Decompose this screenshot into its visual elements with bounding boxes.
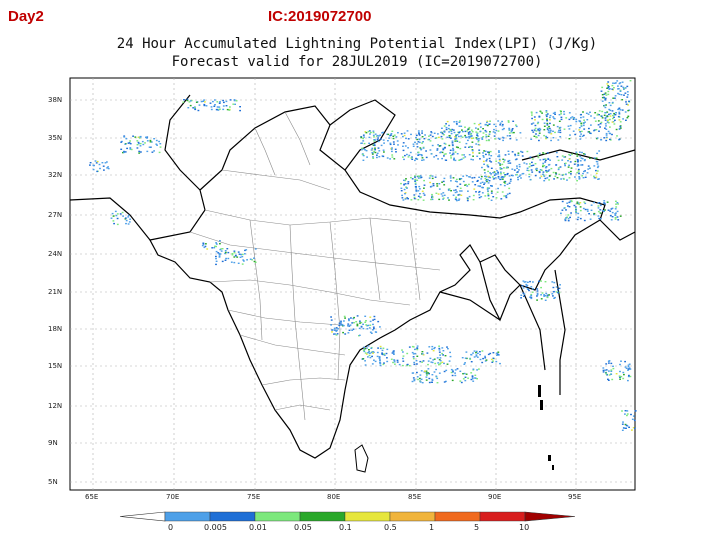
colorbar-segment: [434, 511, 481, 522]
ic-label: IC:2019072700: [268, 8, 372, 25]
map-frame: [69, 77, 636, 491]
day-label: Day2: [8, 8, 44, 25]
lat-label: 35N: [48, 134, 62, 142]
lat-label: 24N: [48, 250, 62, 258]
lat-label: 38N: [48, 96, 62, 104]
lat-label: 27N: [48, 211, 62, 219]
colorbar-segment: [254, 511, 301, 522]
colorbar-label: 0.01: [249, 523, 267, 532]
colorbar-segment: [479, 511, 526, 522]
colorbar-label: 0.1: [339, 523, 352, 532]
lon-label: 70E: [166, 493, 179, 501]
colorbar-segment: [209, 511, 256, 522]
lat-label: 32N: [48, 171, 62, 179]
colorbar-label: 5: [474, 523, 479, 532]
lon-label: 75E: [247, 493, 260, 501]
colorbar-under-arrow: [119, 511, 166, 522]
latitude-labels: 38N 35N 32N 27N 24N 21N 18N 15N 12N 9N 5N: [48, 96, 62, 486]
lon-label: 85E: [408, 493, 421, 501]
lat-label: 9N: [48, 439, 58, 447]
colorbar-segment: [299, 511, 346, 522]
colorbar-over-arrow: [524, 511, 576, 522]
map-subtitle: Forecast valid for 28JUL2019 (IC=2019072…: [171, 54, 543, 70]
colorbar-label: 0.005: [204, 523, 227, 532]
lon-label: 65E: [85, 493, 98, 501]
lon-label: 95E: [568, 493, 581, 501]
colorbar-segment: [344, 511, 391, 522]
colorbar-segment: [164, 511, 211, 522]
lat-label: 5N: [48, 478, 58, 486]
lon-label: 90E: [488, 493, 501, 501]
colorbar-label: 0: [168, 523, 173, 532]
lat-label: 18N: [48, 325, 62, 333]
lat-label: 21N: [48, 288, 62, 296]
lat-label: 12N: [48, 402, 62, 410]
colorbar-label: 10: [519, 523, 529, 532]
colorbar-label: 0.05: [294, 523, 312, 532]
colorbar-label: 1: [429, 523, 434, 532]
map-title: 24 Hour Accumulated Lightning Potential …: [116, 36, 598, 52]
lat-label: 15N: [48, 362, 62, 370]
colorbar-segment: [389, 511, 436, 522]
andaman-islands: [538, 385, 554, 470]
colorbar: 0 0.005 0.01 0.05 0.1 0.5 1 5 10: [119, 511, 576, 532]
lon-label: 80E: [327, 493, 340, 501]
longitude-labels: 65E 70E 75E 80E 85E 90E 95E: [85, 493, 581, 501]
lpi-forecast-patches: [89, 80, 637, 431]
state-district-lines: [189, 111, 441, 421]
sri-lanka-outline: [354, 444, 369, 473]
colorbar-label: 0.5: [384, 523, 397, 532]
